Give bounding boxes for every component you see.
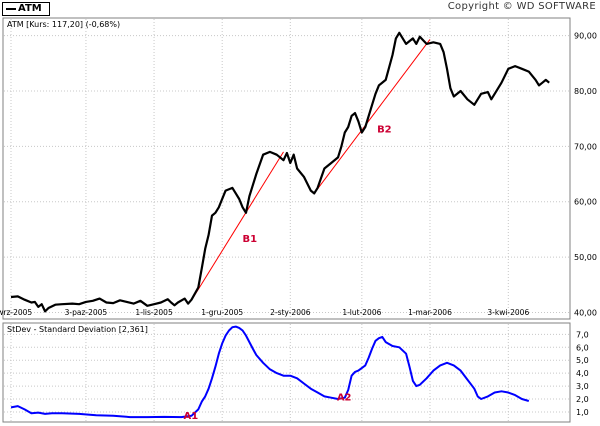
trendline-b1: [191, 151, 284, 301]
main-y-tick-label: 50,00: [574, 253, 597, 262]
main-y-tick-label: 90,00: [574, 32, 597, 41]
stdev-marker-a1: A1: [184, 411, 199, 422]
stdev-y-tick-label: 4,0: [576, 369, 589, 378]
stdev-markers: A1 A2: [184, 393, 352, 422]
trendlines: B1 B2: [191, 39, 431, 301]
main-panel-title: ATM [Kurs: 117,20] (-0,68%): [7, 20, 120, 29]
stdev-panel-title: StDev - Standard Deviation [2,361]: [7, 325, 148, 334]
stdev-y-tick-label: 6,0: [576, 343, 589, 352]
main-x-tick-label: 3-kwi-2006: [487, 308, 529, 317]
main-x-tick-label: 1-lut-2006: [342, 308, 381, 317]
main-x-ticks: 1-wrz-2005 3-paz-2005 1-lis-2005 1-gru-2005…: [0, 308, 529, 317]
main-y-tick-label: 40,00: [574, 308, 597, 317]
stdev-panel-frame: [2, 322, 571, 423]
main-x-tick-label: 1-mar-2006: [408, 308, 452, 317]
main-x-tick-label: 3-paz-2005: [65, 308, 108, 317]
stdev-series: [10, 325, 530, 419]
stdev-y-tick-label: 5,0: [576, 356, 589, 365]
price-series: [10, 31, 550, 313]
main-y-tick-label: 60,00: [574, 198, 597, 207]
stdev-y-tick-label: 7,0: [576, 330, 589, 339]
stdev-grid: [4, 324, 569, 421]
main-x-tick-label: 1-lis-2005: [135, 308, 173, 317]
main-x-tick-label: 1-gru-2005: [201, 308, 243, 317]
stdev-y-tick-label: 3,0: [576, 382, 589, 391]
ticker-tab[interactable]: ATM: [2, 2, 50, 16]
trendline-b2: [313, 39, 431, 194]
ticker-tab-line: [6, 8, 16, 10]
main-x-tick-label: 2-sty-2006: [270, 308, 311, 317]
price-line: [10, 31, 550, 313]
main-grid: [4, 19, 569, 318]
main-y-tick-label: 70,00: [574, 142, 597, 151]
stdev-y-tick-label: 1,0: [576, 408, 589, 417]
main-panel-frame: [2, 17, 571, 320]
trendline-label-b1: B1: [243, 234, 258, 245]
stdev-marker-a2: A2: [337, 393, 352, 404]
main-x-tick-label: 1-wrz-2005: [0, 308, 32, 317]
main-y-tick-label: 80,00: [574, 87, 597, 96]
stdev-y-ticks: 1,0 2,0 3,0 4,0 5,0 6,0 7,0: [576, 330, 589, 417]
main-y-ticks: 40,00 50,00 60,00 70,00 80,00 90,00: [574, 32, 597, 318]
ticker-tab-label: ATM: [18, 3, 42, 14]
stdev-line: [10, 325, 530, 419]
copyright-text: Copyright © WD SOFTWARE: [447, 1, 596, 12]
trendline-label-b2: B2: [377, 124, 392, 135]
stdev-y-tick-label: 2,0: [576, 395, 589, 404]
